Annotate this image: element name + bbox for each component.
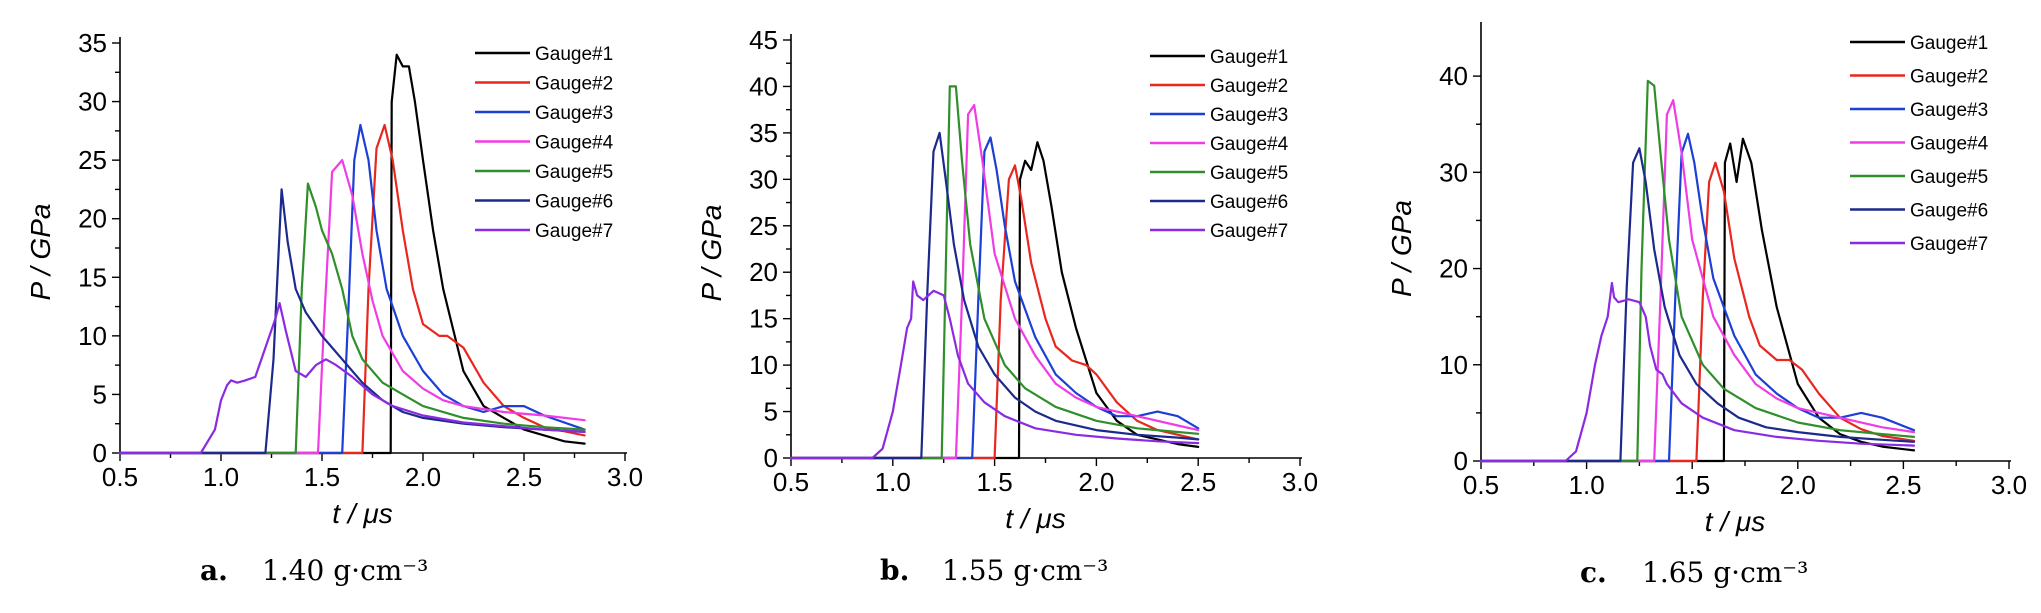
legend-label: Gauge#7: [1910, 234, 1988, 255]
series-line-gauge6: [1479, 147, 1916, 463]
y-tick-label: 5: [93, 379, 107, 409]
legend-label: Gauge#3: [1210, 105, 1288, 126]
x-tick-label: 1.0: [1569, 470, 1605, 500]
x-tick-label: 1.0: [875, 467, 911, 497]
legend-label: Gauge#6: [1210, 192, 1288, 213]
x-axis-title: t / μs: [332, 498, 392, 529]
y-tick-label: 25: [749, 211, 778, 241]
series-line-gauge3: [1479, 132, 1916, 463]
y-tick-label: 25: [78, 145, 107, 175]
series-line-gauge7: [118, 302, 586, 455]
chart-panel-a: 0.5 1.0 1.5 2.0 2.5 3.0 0 5 10 15 20 25 30 35 t / μs P …: [25, 28, 643, 587]
legend-label: Gauge#2: [1210, 76, 1288, 97]
legend-label: Gauge#7: [535, 221, 613, 242]
y-tick-label: 0: [93, 438, 107, 468]
series-line-gauge7: [789, 280, 1200, 460]
x-tick-label: 2.5: [506, 462, 542, 492]
panel-letter: a.: [200, 554, 228, 587]
legend-label: Gauge#3: [1910, 100, 1988, 121]
panel-letter: c.: [1580, 556, 1607, 589]
legend-label: Gauge#4: [1910, 134, 1989, 155]
series-line-gauge2: [789, 164, 1200, 460]
y-tick-label: 40: [749, 71, 778, 101]
y-tick-label: 0: [1454, 446, 1468, 476]
legend-label: Gauge#7: [1210, 221, 1288, 242]
y-tick-label: 45: [749, 25, 778, 55]
y-tick-label: 35: [749, 118, 778, 148]
panel-caption: 1.55 g·cm⁻³: [942, 554, 1108, 587]
legend-label: Gauge#1: [1910, 33, 1988, 54]
series-line-gauge1: [789, 141, 1200, 460]
x-tick-label: 0.5: [773, 467, 809, 497]
series-line-gauge3: [118, 123, 586, 455]
series-line-gauge5: [1479, 79, 1916, 463]
series-line-gauge5: [789, 85, 1200, 460]
legend-label: Gauge#2: [535, 74, 613, 95]
x-tick-label: 1.0: [203, 462, 239, 492]
x-tick-label: 2.0: [1078, 467, 1114, 497]
series-line-gauge7: [1479, 281, 1916, 463]
y-tick-label: 35: [78, 28, 107, 58]
x-tick-label: 0.5: [102, 462, 138, 492]
x-axis-title: t / μs: [1005, 503, 1065, 534]
legend-label: Gauge#5: [1210, 163, 1288, 184]
y-tick-label: 5: [764, 397, 778, 427]
x-axis-title: t / μs: [1705, 506, 1765, 537]
y-tick-label: 30: [78, 87, 107, 117]
series-line-gauge5: [118, 182, 586, 455]
series-line-gauge4: [1479, 99, 1916, 463]
series-line-gauge4: [789, 103, 1200, 460]
x-tick-label: 1.5: [977, 467, 1013, 497]
x-tick-label: 2.5: [1885, 470, 1921, 500]
x-tick-label: 2.5: [1180, 467, 1216, 497]
legend-label: Gauge#5: [535, 162, 613, 183]
series-line-gauge1: [1479, 137, 1916, 463]
y-tick-label: 30: [1439, 157, 1468, 187]
y-tick-label: 20: [1439, 254, 1468, 284]
y-tick-label: 20: [749, 257, 778, 287]
x-tick-label: 1.5: [1674, 470, 1710, 500]
y-tick-label: 20: [78, 204, 107, 234]
series-line-gauge4: [118, 159, 586, 455]
y-axis-title: P / GPa: [1386, 200, 1417, 297]
panel-caption: 1.40 g·cm⁻³: [262, 554, 428, 587]
chart-panel-c: 0.5 1.0 1.5 2.0 2.5 3.0 0 10 20 30 40 t / μs P / GPa…: [1386, 22, 2027, 589]
series-line-gauge2: [1479, 161, 1916, 463]
panel-caption: 1.65 g·cm⁻³: [1642, 556, 1808, 589]
series-line-gauge3: [789, 136, 1200, 460]
panel-letter: b.: [880, 554, 909, 587]
y-axis-title: P / GPa: [25, 203, 56, 300]
legend-label: Gauge#4: [1210, 134, 1289, 155]
legend-label: Gauge#1: [1210, 47, 1288, 68]
x-tick-label: 1.5: [304, 462, 340, 492]
y-tick-label: 15: [749, 304, 778, 334]
x-tick-label: 2.0: [1780, 470, 1816, 500]
y-tick-label: 30: [749, 164, 778, 194]
x-tick-label: 3.0: [1991, 470, 2027, 500]
series-line-gauge6: [118, 188, 586, 455]
y-tick-label: 10: [1439, 350, 1468, 380]
y-axis-title: P / GPa: [696, 204, 727, 301]
x-tick-label: 2.0: [405, 462, 441, 492]
x-tick-label: 0.5: [1463, 470, 1499, 500]
legend-label: Gauge#3: [535, 103, 613, 124]
legend-label: Gauge#2: [1910, 67, 1988, 88]
legend-label: Gauge#5: [1910, 167, 1988, 188]
legend-label: Gauge#1: [535, 44, 613, 65]
y-tick-label: 40: [1439, 61, 1468, 91]
series-line-gauge6: [789, 131, 1200, 460]
x-tick-label: 3.0: [1282, 467, 1318, 497]
y-tick-label: 0: [764, 443, 778, 473]
y-tick-label: 15: [78, 262, 107, 292]
legend-label: Gauge#6: [1910, 201, 1988, 222]
x-tick-label: 3.0: [607, 462, 643, 492]
legend-label: Gauge#6: [535, 192, 613, 213]
series-line-gauge2: [118, 123, 586, 455]
series-line-gauge1: [118, 53, 586, 455]
y-tick-label: 10: [749, 350, 778, 380]
y-tick-label: 10: [78, 321, 107, 351]
legend-label: Gauge#4: [535, 133, 614, 154]
chart-panel-b: 0.5 1.0 1.5 2.0 2.5 3.0 0 5 10 15 20 25 30 35 40 45 t / …: [696, 25, 1318, 587]
